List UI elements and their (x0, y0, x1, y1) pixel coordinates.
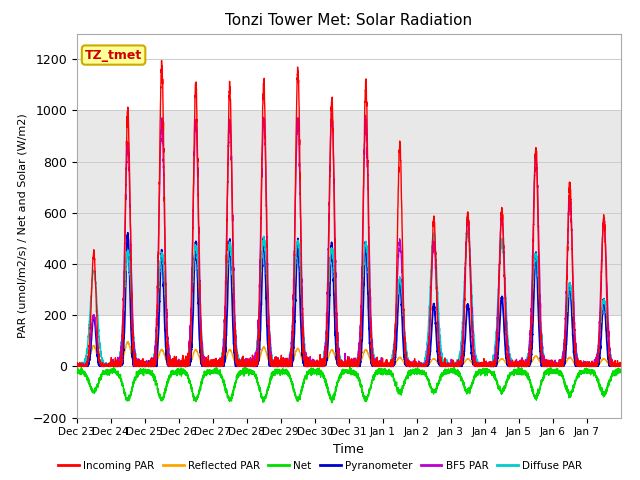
Bar (77, 110, 621, 315)
X-axis label: Time: Time (333, 443, 364, 456)
Y-axis label: PAR (umol/m2/s) / Net and Solar (W/m2): PAR (umol/m2/s) / Net and Solar (W/m2) (17, 113, 27, 338)
Title: Tonzi Tower Met: Solar Radiation: Tonzi Tower Met: Solar Radiation (225, 13, 472, 28)
Text: TZ_tmet: TZ_tmet (85, 48, 142, 61)
Legend: Incoming PAR, Reflected PAR, Net, Pyranometer, BF5 PAR, Diffuse PAR: Incoming PAR, Reflected PAR, Net, Pyrano… (54, 456, 586, 475)
